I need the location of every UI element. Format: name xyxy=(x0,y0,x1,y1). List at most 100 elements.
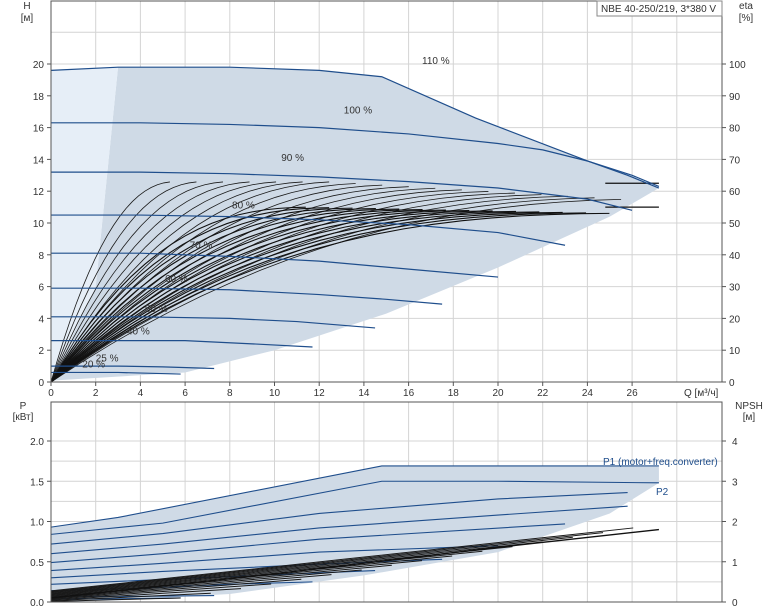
power-curve xyxy=(50,523,566,564)
series-labels: 110 % 100 % 90 % 80 % 70 % 60 % 50 % 40 % 25 %20… xyxy=(82,56,449,371)
shaft-power-curve xyxy=(50,527,634,592)
efficiency-curve-dense xyxy=(50,209,470,383)
efficiency-curve-dense xyxy=(50,212,587,383)
head-curve-label: 100 % xyxy=(344,105,372,116)
head-curve-110pct xyxy=(50,66,660,189)
shaft-power-curve-max xyxy=(50,528,659,599)
head-curves xyxy=(50,66,660,375)
y2-tick-label: 40 xyxy=(729,251,741,262)
chart-title: NBE 40-250/219, 3*380 V xyxy=(601,4,716,15)
x-tick-label: 20 xyxy=(492,388,504,399)
head-curve-60pct xyxy=(51,287,443,305)
head-curve-90pct xyxy=(51,171,633,211)
power-tick-label: 0.0 xyxy=(30,598,44,609)
left-envelope-strip xyxy=(51,67,119,383)
npsh-tick-label: 3 xyxy=(732,477,738,488)
y-tick-label: 4 xyxy=(38,314,44,325)
x-tick-label: 4 xyxy=(138,388,144,399)
shaft-power-curve xyxy=(50,574,332,599)
efficiency-curve-dense xyxy=(50,211,563,383)
shaft-power-curve xyxy=(50,583,272,600)
head-curve-40pct xyxy=(51,340,313,348)
y-tick-label: 8 xyxy=(38,251,44,262)
shaft-power-curve xyxy=(50,592,211,602)
head-curve-label: 80 % xyxy=(232,201,255,212)
head-curve-label: 20 % xyxy=(82,360,105,371)
efficiency-curve xyxy=(50,181,250,383)
y2-tick-label: 100 xyxy=(729,60,746,71)
y-axis-right-title: eta xyxy=(739,1,753,12)
head-curve-50pct xyxy=(51,316,376,329)
shaft-power-curve xyxy=(50,588,242,601)
power-tick-label: 1.0 xyxy=(30,518,44,529)
y2-tick-label: 0 xyxy=(729,378,735,389)
efficiency-curve xyxy=(50,181,277,383)
efficiency-curve-dense xyxy=(50,206,306,383)
efficiency-curve xyxy=(50,184,383,383)
head-curve-label: 110 % xyxy=(422,56,450,67)
shaft-power-curve xyxy=(50,597,181,602)
head-curve-label: 25 % xyxy=(96,353,119,364)
y2-tick-label: 20 xyxy=(729,314,741,325)
operating-range-area xyxy=(51,67,659,383)
efficiency-curve-dense xyxy=(50,207,330,383)
shaft-power-curve xyxy=(50,532,604,593)
power-range-area xyxy=(51,465,659,602)
y-tick-label: 2 xyxy=(38,346,44,357)
y2-tick-label: 80 xyxy=(729,124,741,135)
x-tick-label: 10 xyxy=(269,388,281,399)
shaft-power-curve xyxy=(50,555,453,596)
y2-tick-label: 90 xyxy=(729,92,741,103)
head-curve-label: 70 % xyxy=(190,240,213,251)
shaft-power-curve xyxy=(50,536,573,593)
y-tick-label: 0 xyxy=(38,378,44,389)
y2-tick-label: 60 xyxy=(729,187,741,198)
head-curve-70pct xyxy=(51,252,499,278)
head-curve-25pct xyxy=(51,365,215,370)
power-curve xyxy=(50,505,628,555)
power-envelope xyxy=(51,465,659,602)
x-tick-label: 6 xyxy=(182,388,188,399)
y-tick-label: 20 xyxy=(33,60,45,71)
x-tick-label: 0 xyxy=(48,388,54,399)
power-curves xyxy=(50,465,659,602)
shaft-power-curve xyxy=(50,541,543,594)
efficiency-curves xyxy=(50,181,659,383)
power-tick-label: 2.0 xyxy=(30,437,44,448)
x-tick-label: 16 xyxy=(403,388,415,399)
efficiency-curve-dense xyxy=(50,210,493,383)
p2-label: P2 xyxy=(656,487,669,498)
x-tick-label: 2 xyxy=(93,388,99,399)
power-plot-frame xyxy=(50,401,723,603)
x-tick-label: 24 xyxy=(582,388,594,399)
y-tick-label: 6 xyxy=(38,283,44,294)
efficiency-curve-dense xyxy=(50,210,517,383)
shaft-power-curve xyxy=(50,578,302,600)
efficiency-curve xyxy=(50,195,569,383)
x-tick-label: 14 xyxy=(358,388,370,399)
operating-envelope xyxy=(51,67,659,383)
head-curve-label: 60 % xyxy=(165,274,188,285)
npsh-axis-unit: [м] xyxy=(743,412,756,423)
y-tick-label: 18 xyxy=(33,92,45,103)
head-curve-label: 40 % xyxy=(127,326,150,337)
head-curve-20pct xyxy=(51,371,181,375)
npsh-tick-label: 0 xyxy=(732,598,738,609)
x-tick-label: 8 xyxy=(227,388,233,399)
y-axis-right-unit: [%] xyxy=(739,13,754,24)
shaft-power-curve xyxy=(50,550,483,595)
x-tick-label: 26 xyxy=(627,388,639,399)
efficiency-curve-dense xyxy=(50,208,400,383)
efficiency-curve-dense xyxy=(50,209,446,383)
y-axis-left-unit: [м] xyxy=(21,13,34,24)
x-tick-label: 18 xyxy=(448,388,460,399)
efficiency-curve xyxy=(50,181,197,383)
efficiency-curve-dense xyxy=(50,208,376,383)
npsh-axis-title: NPSH xyxy=(735,401,763,412)
npsh-tick-label: 4 xyxy=(732,437,738,448)
x-axis-title: Q [м³/ч] xyxy=(684,388,719,399)
power-curve xyxy=(50,480,659,535)
efficiency-curve-dense xyxy=(50,211,540,383)
